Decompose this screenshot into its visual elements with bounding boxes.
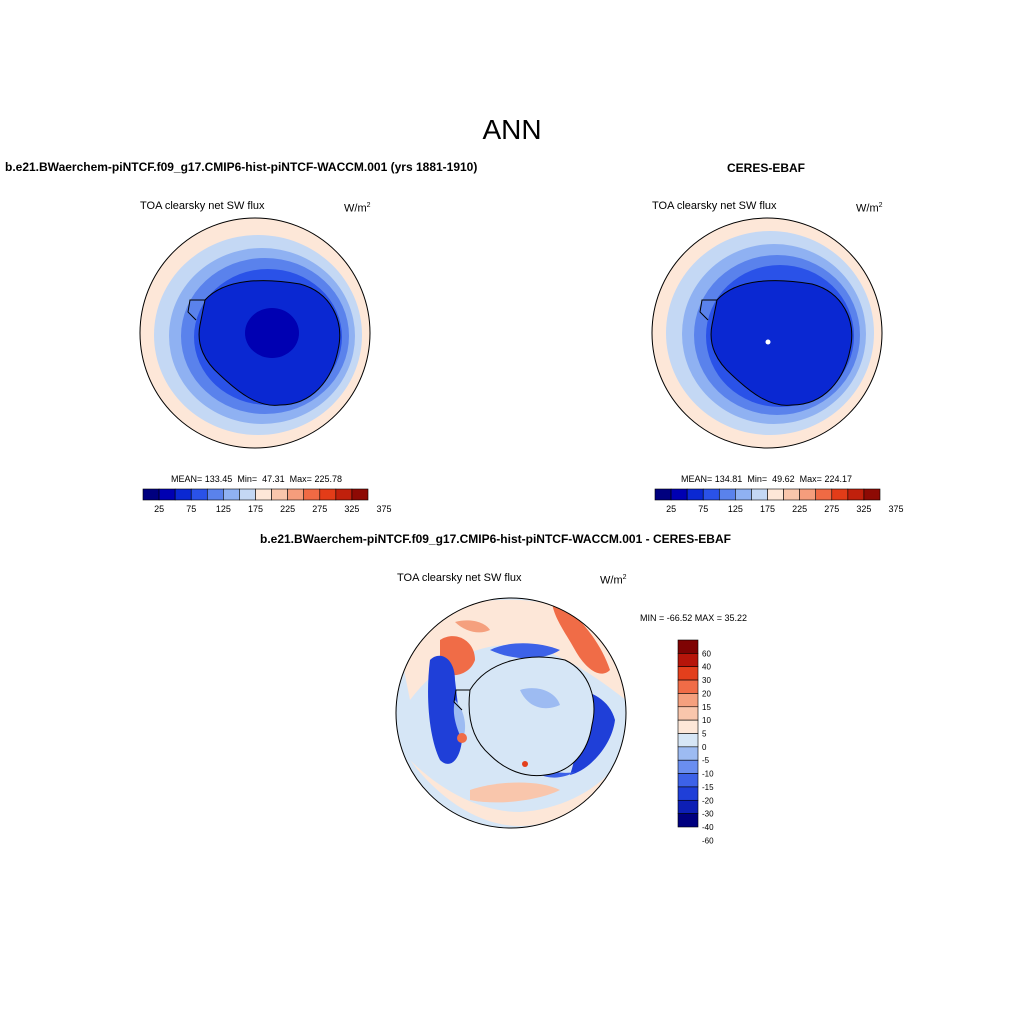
model-units-label: W/m2 (344, 202, 371, 215)
model-colorbar-box (255, 488, 272, 501)
model-colorbar-box (351, 488, 369, 501)
diff-variable-label: TOA clearsky net SW flux (397, 572, 522, 584)
diff-colorbar-label: 0 (702, 743, 707, 752)
diff-colorbar-label: 20 (702, 689, 711, 698)
model-colorbar-box (142, 488, 160, 501)
diff-colorbar-box (677, 693, 699, 708)
model-colorbar-label: 325 (344, 504, 359, 514)
diff-colorbar-box (677, 679, 699, 694)
obs-colorbar-label: 75 (698, 504, 708, 514)
model-colorbar-label: 175 (248, 504, 263, 514)
obs-colorbar-box (847, 488, 865, 501)
diff-colorbar-box (677, 706, 699, 721)
model-colorbar-box (206, 488, 224, 501)
obs-colorbar-label: 325 (856, 504, 871, 514)
model-stats: MEAN= 133.45 Min= 47.31 Max= 225.78 (171, 474, 342, 484)
obs-colorbar-box (783, 488, 800, 501)
diff-colorbar-label: -30 (702, 810, 714, 819)
obs-colorbar-box (815, 488, 833, 501)
model-colorbar-label: 225 (280, 504, 295, 514)
obs-colorbar-label: 125 (728, 504, 743, 514)
diff-units-label: W/m2 (600, 574, 627, 587)
model-colorbar-box (158, 488, 176, 501)
obs-colorbar-box (654, 488, 672, 501)
model-map (139, 217, 371, 449)
model-colorbar-box (271, 488, 288, 501)
diff-colorbar-box (677, 719, 699, 734)
model-colorbar-label: 375 (377, 504, 392, 514)
obs-units-label: W/m2 (856, 202, 883, 215)
model-colorbar-box (174, 488, 192, 501)
model-colorbar-box (287, 488, 305, 501)
obs-stats: MEAN= 134.81 Min= 49.62 Max= 224.17 (681, 474, 852, 484)
diff-colorbar-box (677, 786, 699, 801)
diff-colorbar-label: -5 (702, 756, 710, 765)
diff-colorbar-label: 30 (702, 676, 711, 685)
diff-colorbar-label: -60 (702, 836, 714, 845)
diff-colorbar-label: 40 (702, 663, 711, 672)
model-colorbar-label: 275 (312, 504, 327, 514)
model-colorbar-box (239, 488, 256, 501)
model-colorbar: 25 75 125 175 225 275 325 375 (142, 488, 392, 514)
obs-colorbar-box (831, 488, 849, 501)
obs-variable-label: TOA clearsky net SW flux (652, 200, 777, 212)
diff-colorbar-label: 15 (702, 703, 711, 712)
obs-map (651, 217, 883, 449)
diff-colorbar-box (677, 759, 699, 774)
model-colorbar-label: 75 (186, 504, 196, 514)
diff-colorbar-label: 5 (702, 730, 707, 739)
page-title: ANN (482, 114, 542, 145)
obs-colorbar-label: 375 (889, 504, 904, 514)
diff-map (395, 597, 627, 829)
obs-colorbar-box (751, 488, 768, 501)
model-colorbar-box (223, 488, 240, 501)
model-colorbar-label: 125 (216, 504, 231, 514)
obs-colorbar-box (735, 488, 752, 501)
diff-colorbar: 60 40 30 20 15 10 5 0 -5 -10 -15 -20 -30 -40 -60 (677, 639, 714, 845)
model-colorbar-box (319, 488, 337, 501)
diff-minmax: MIN = -66.52 MAX = 35.22 (640, 613, 748, 623)
diff-panel-title: b.e21.BWaerchem-piNTCF.f09_g17.CMIP6-his… (260, 532, 731, 546)
obs-colorbar: 25 75 125 175 225 275 325 375 (654, 488, 904, 514)
model-colorbar-label: 25 (154, 504, 164, 514)
model-panel-title: b.e21.BWaerchem-piNTCF.f09_g17.CMIP6-his… (5, 160, 478, 174)
diff-colorbar-label: 60 (702, 649, 711, 658)
diff-colorbar-box (677, 639, 699, 654)
obs-colorbar-label: 175 (760, 504, 775, 514)
model-variable-label: TOA clearsky net SW flux (140, 200, 265, 212)
obs-colorbar-label: 25 (666, 504, 676, 514)
diff-colorbar-box (677, 653, 699, 668)
diff-colorbar-label: -10 (702, 770, 714, 779)
obs-panel-title: CERES-EBAF (727, 161, 806, 175)
obs-colorbar-label: 275 (824, 504, 839, 514)
diff-colorbar-box (677, 799, 699, 814)
diff-colorbar-box (677, 813, 699, 828)
obs-colorbar-box (767, 488, 784, 501)
obs-colorbar-box (718, 488, 736, 501)
model-colorbar-box (303, 488, 321, 501)
obs-colorbar-box (702, 488, 720, 501)
diff-colorbar-box (677, 666, 699, 681)
diff-colorbar-label: 10 (702, 716, 711, 725)
diff-colorbar-label: -20 (702, 796, 714, 805)
model-colorbar-box (335, 488, 353, 501)
model-colorbar-box (190, 488, 208, 501)
obs-colorbar-label: 225 (792, 504, 807, 514)
obs-colorbar-box (799, 488, 817, 501)
diff-colorbar-box (677, 733, 699, 748)
obs-colorbar-box (686, 488, 704, 501)
obs-colorbar-box (863, 488, 881, 501)
obs-colorbar-box (670, 488, 688, 501)
diff-colorbar-box (677, 773, 699, 788)
diff-colorbar-label: -15 (702, 783, 714, 792)
diff-colorbar-box (677, 746, 699, 761)
diff-colorbar-label: -40 (702, 823, 714, 832)
